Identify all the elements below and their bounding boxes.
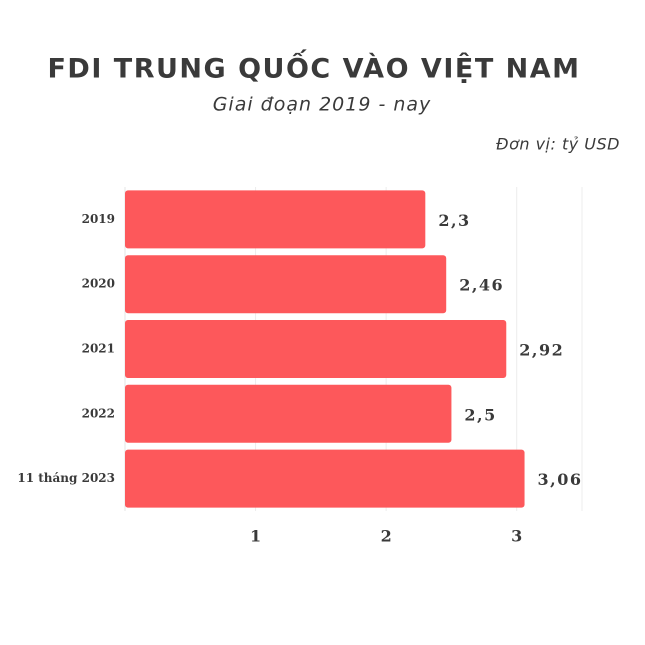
value-label: 3,06 — [538, 470, 583, 489]
value-label: 2,46 — [459, 276, 504, 295]
y-tick-label: 2022 — [82, 406, 115, 420]
x-tick-label: 1 — [250, 527, 261, 546]
bar — [125, 255, 447, 314]
chart-subtitle: Giai đoạn 2019 - nay — [213, 94, 432, 116]
bar — [125, 384, 452, 443]
unit-label: Đơn vị: tỷ USD — [496, 135, 620, 154]
y-tick-label: 11 tháng 2023 — [17, 471, 115, 485]
chart-title: FDI TRUNG QUỐC VÀO VIỆT NAM — [47, 49, 580, 85]
bar — [125, 190, 426, 249]
y-tick-label: 2020 — [82, 277, 115, 291]
bar — [125, 449, 525, 508]
bar — [125, 320, 507, 378]
value-label: 2,5 — [464, 405, 496, 424]
value-label: 2,3 — [438, 211, 470, 230]
value-label: 2,92 — [519, 341, 564, 360]
y-tick-label: 2019 — [82, 212, 115, 226]
x-tick-label: 3 — [511, 527, 522, 546]
y-tick-label: 2021 — [82, 342, 115, 356]
x-tick-label: 2 — [381, 527, 392, 546]
